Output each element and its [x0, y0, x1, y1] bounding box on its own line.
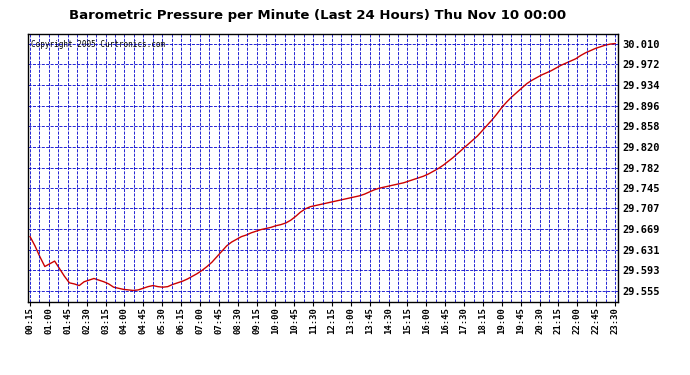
Text: Copyright 2005 Curtronics.com: Copyright 2005 Curtronics.com: [30, 40, 165, 50]
Text: Barometric Pressure per Minute (Last 24 Hours) Thu Nov 10 00:00: Barometric Pressure per Minute (Last 24 …: [69, 9, 566, 22]
